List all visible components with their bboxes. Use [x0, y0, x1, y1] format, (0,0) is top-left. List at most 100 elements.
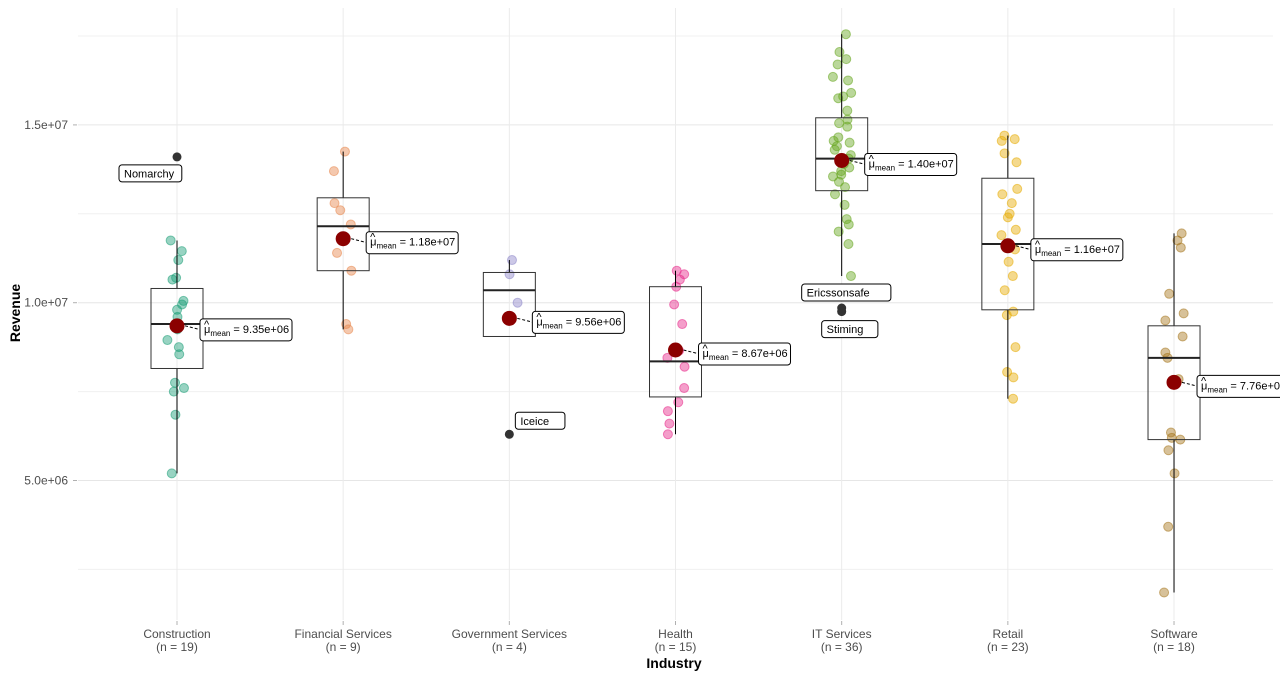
mean-label-box	[1030, 238, 1124, 262]
x-tick-count: (n = 36)	[821, 640, 863, 654]
data-point	[843, 219, 854, 230]
data-point	[669, 299, 680, 310]
mean-label-connector	[683, 349, 700, 355]
data-point	[1008, 372, 1019, 383]
data-point	[1164, 288, 1175, 299]
data-point	[841, 214, 852, 225]
data-point	[173, 255, 184, 266]
mean-label-box	[1196, 374, 1280, 398]
data-point	[833, 132, 844, 143]
data-point	[996, 135, 1007, 146]
mean-label-connector	[849, 159, 866, 165]
y-axis-title: Revenue	[7, 284, 23, 343]
x-tick-label: Government Services	[452, 627, 567, 641]
data-point	[834, 47, 845, 58]
mean-label-text: μmean = 1.40e+07	[869, 158, 954, 172]
data-point	[829, 144, 840, 155]
data-point	[677, 319, 688, 330]
data-point	[840, 29, 851, 40]
outlier-label: Nomarchy	[124, 168, 175, 180]
data-point	[1009, 134, 1020, 145]
mean-label-box	[864, 152, 958, 176]
data-point	[999, 148, 1010, 159]
x-tick-label: Retail	[993, 627, 1024, 641]
data-point	[174, 349, 185, 360]
mean-label-box	[698, 342, 792, 366]
x-tick-count: (n = 19)	[156, 640, 198, 654]
mean-label-box	[199, 318, 293, 342]
data-point	[996, 230, 1007, 241]
data-point	[1012, 183, 1023, 194]
outlier-label-box	[118, 164, 183, 183]
outlier-point	[837, 307, 847, 317]
data-point	[836, 169, 847, 180]
data-point	[846, 87, 857, 98]
mean-point	[1166, 374, 1182, 390]
data-point	[345, 219, 356, 230]
mean-point	[335, 231, 351, 247]
data-point	[162, 335, 173, 346]
data-point	[1002, 367, 1013, 378]
outlier-label: Iceice	[520, 416, 549, 428]
data-point	[172, 304, 183, 315]
mean-hat: ^	[1201, 375, 1207, 387]
data-point	[999, 130, 1010, 141]
mean-label-connector	[517, 317, 534, 323]
data-point	[512, 297, 523, 308]
data-point	[664, 418, 675, 429]
mean-point	[501, 310, 517, 326]
data-point	[166, 468, 177, 479]
mean-hat: ^	[204, 319, 210, 331]
mean-markers: ^μmean = 9.35e+06^μmean = 1.18e+07^μmean…	[169, 152, 1280, 398]
mean-label: ^μmean = 1.18e+07	[365, 231, 459, 255]
data-point	[176, 246, 187, 257]
data-point	[833, 226, 844, 237]
data-point	[839, 199, 850, 210]
data-point	[1011, 157, 1022, 168]
x-tick-count: (n = 23)	[987, 640, 1029, 654]
data-point	[167, 274, 178, 285]
data-point	[1010, 342, 1021, 353]
mean-label: ^μmean = 9.35e+06	[199, 318, 293, 342]
outlier-point	[504, 429, 514, 439]
y-tick-label: 5.0e+06	[24, 474, 68, 488]
x-axis-ticks: Construction(n = 19)Financial Services(n…	[143, 621, 1198, 654]
mean-hat: ^	[869, 153, 875, 165]
data-point	[840, 182, 851, 193]
data-point	[845, 271, 856, 282]
data-point	[170, 409, 181, 420]
mean-label-connector	[1181, 381, 1199, 387]
data-point	[843, 75, 854, 86]
outlier-label-box	[801, 283, 892, 302]
data-point	[842, 121, 853, 132]
mean-label: ^μmean = 8.67e+06	[698, 342, 792, 366]
data-point	[997, 189, 1008, 200]
data-point	[843, 239, 854, 250]
box-iqr	[482, 271, 536, 337]
data-point	[829, 189, 840, 200]
x-tick-label: Health	[658, 627, 693, 641]
mean-point	[834, 152, 850, 168]
data-point	[335, 205, 346, 216]
x-axis-title: Industry	[646, 655, 701, 671]
mean-label-connector	[1015, 245, 1032, 251]
data-point	[999, 285, 1010, 296]
data-point	[177, 299, 188, 310]
data-point	[834, 118, 845, 129]
data-point	[844, 137, 855, 148]
data-point	[842, 105, 853, 116]
data-point	[673, 397, 684, 408]
x-tick-count: (n = 4)	[492, 640, 527, 654]
data-point	[833, 93, 844, 104]
data-point	[165, 235, 176, 246]
mean-label-text: μmean = 1.18e+07	[370, 237, 455, 251]
data-point	[341, 319, 352, 330]
data-point	[1169, 468, 1180, 479]
grid-lines	[78, 8, 1273, 620]
x-tick-count: (n = 18)	[1153, 640, 1195, 654]
data-point	[1008, 393, 1019, 404]
data-point	[1163, 445, 1174, 456]
mean-point	[1000, 238, 1016, 254]
outlier-label: Ericssonsafe	[807, 288, 870, 300]
